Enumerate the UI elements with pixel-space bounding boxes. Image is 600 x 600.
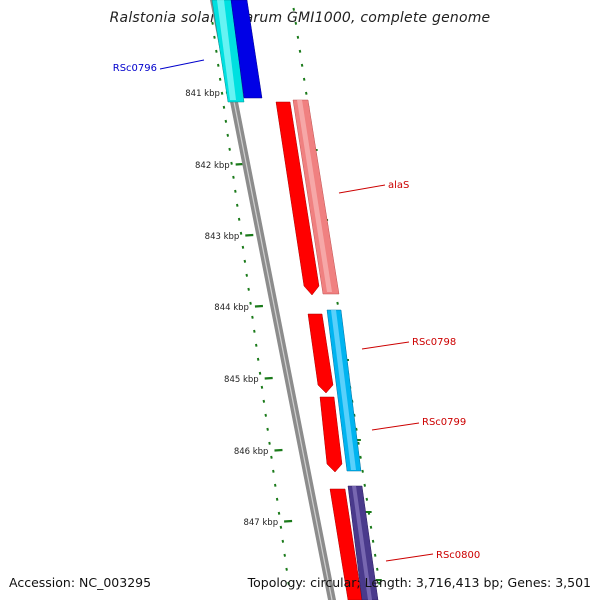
gene-alas-feature[interactable]	[275, 101, 320, 296]
minor-tick	[361, 469, 364, 473]
minor-tick	[235, 203, 239, 207]
minor-tick	[275, 497, 279, 501]
minor-tick	[357, 441, 360, 445]
minor-tick	[251, 315, 254, 319]
minor-tick	[300, 63, 304, 67]
minor-tick	[373, 553, 377, 557]
minor-tick	[262, 399, 266, 403]
minor-tick	[302, 77, 306, 81]
minor-tick	[365, 497, 369, 501]
kbp-label-843: 843 kbp	[205, 232, 240, 242]
minor-tick	[298, 49, 302, 53]
minor-tick	[220, 91, 224, 95]
minor-tick	[232, 175, 235, 179]
gene-rsc0799-feature[interactable]	[319, 396, 343, 473]
minor-tick	[294, 21, 298, 25]
gene-rsc0796-highlight	[217, 0, 236, 100]
minor-tick	[230, 161, 233, 165]
kbp-label-842: 842 kbp	[195, 161, 230, 171]
kbp-tick-847	[284, 519, 293, 523]
minor-tick	[239, 231, 243, 235]
minor-tick	[287, 581, 290, 585]
alas-leader-line	[338, 184, 386, 194]
minor-tick	[218, 77, 222, 81]
minor-tick	[268, 441, 271, 445]
kbp-label-845: 845 kbp	[224, 375, 259, 385]
minor-tick	[292, 7, 296, 11]
minor-tick	[277, 511, 281, 515]
kbp-tick-845	[264, 376, 273, 380]
minor-tick	[273, 483, 277, 487]
gene-rsc0800-feature[interactable]	[329, 488, 363, 600]
minor-tick	[245, 273, 249, 277]
minor-tick	[216, 63, 220, 67]
minor-tick	[355, 427, 358, 431]
minor-tick	[237, 217, 241, 221]
minor-tick	[247, 287, 250, 291]
minor-tick	[285, 567, 288, 571]
gene-rsc0800-highlight	[352, 486, 372, 600]
kbp-label-847: 847 kbp	[243, 518, 278, 528]
minor-tick	[281, 539, 285, 543]
minor-tick	[260, 385, 264, 389]
minor-tick	[213, 35, 216, 39]
accession-text: Accession: NC_003295	[9, 575, 152, 590]
minor-tick	[241, 245, 245, 249]
kbp-tick-846	[274, 448, 283, 452]
minor-tick	[359, 455, 362, 459]
minor-tick	[226, 133, 230, 137]
gene-rsc0798-highlight	[331, 310, 356, 470]
inner-tick-ring	[211, 21, 290, 585]
rsc0796-leader-line	[159, 59, 205, 70]
gene-label-rsc0800[interactable]: RSc0800	[436, 550, 480, 561]
minor-tick	[270, 455, 273, 459]
minor-tick	[222, 105, 226, 109]
minor-tick	[375, 567, 379, 571]
minor-tick	[305, 91, 308, 95]
kbp-label-841: 841 kbp	[185, 89, 220, 99]
minor-tick	[264, 413, 268, 417]
gene-label-alas[interactable]: alaS	[388, 180, 409, 191]
minor-tick	[371, 539, 375, 543]
minor-tick	[228, 147, 231, 151]
minor-tick	[256, 357, 260, 361]
minor-tick	[363, 483, 367, 487]
kbp-labels: 841 kbp 842 kbp 843 kbp 844 kbp 845 kbp 846 k…	[185, 89, 278, 528]
genome-info-text: Topology: circular; Length: 3,716,413 bp…	[247, 575, 591, 590]
minor-tick	[254, 343, 258, 347]
rsc0800-leader-line	[385, 553, 434, 562]
minor-tick	[258, 371, 262, 375]
gene-label-rsc0796[interactable]: RSc0796	[113, 63, 157, 74]
minor-tick	[215, 49, 218, 53]
kbp-label-846: 846 kbp	[234, 447, 269, 457]
minor-tick	[369, 525, 373, 529]
gene-rsc0796-cds-feature[interactable]	[230, 0, 263, 99]
kbp-label-844: 844 kbp	[214, 303, 249, 313]
minor-tick	[243, 259, 247, 263]
minor-tick	[279, 525, 283, 529]
minor-tick	[296, 35, 300, 39]
minor-tick	[283, 553, 287, 557]
minor-tick	[253, 329, 256, 333]
minor-tick	[272, 469, 275, 473]
minor-tick	[249, 301, 252, 305]
minor-tick	[266, 427, 269, 431]
minor-tick	[234, 189, 237, 193]
minor-tick	[336, 301, 339, 305]
gene-rsc0798-feature[interactable]	[307, 313, 334, 394]
map-title: Ralstonia solanacearum GMI1000, complete…	[109, 10, 491, 26]
minor-tick	[378, 581, 381, 585]
rsc0799-leader-line	[371, 422, 420, 431]
minor-tick	[224, 119, 228, 123]
kbp-tick-844	[254, 304, 264, 308]
rsc0798-leader-line	[361, 341, 410, 350]
gene-label-rsc0798[interactable]: RSc0798	[412, 337, 456, 348]
minor-tick	[211, 21, 214, 25]
kbp-tick-843	[245, 233, 254, 237]
gene-label-rsc0799[interactable]: RSc0799	[422, 417, 466, 428]
gene-alas-highlight	[297, 100, 332, 292]
